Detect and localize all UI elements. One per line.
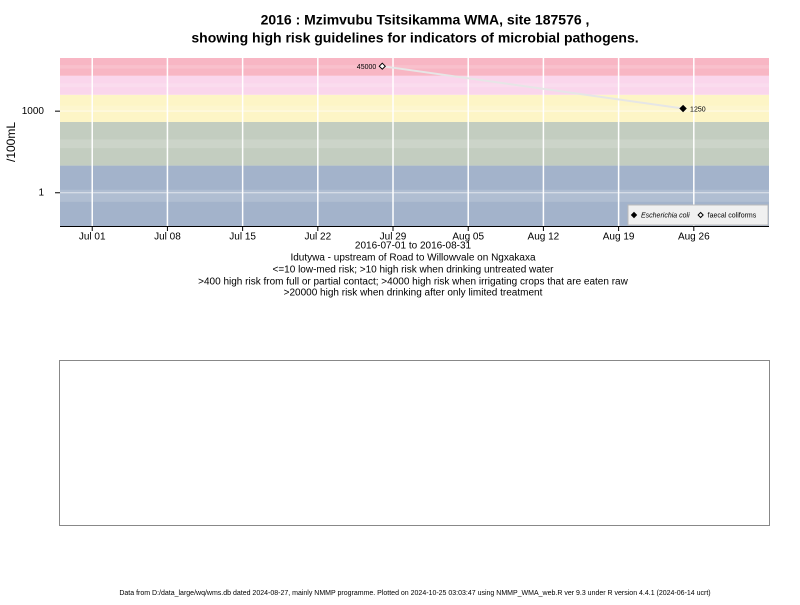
legend-marker <box>630 211 638 219</box>
x-tick-label: Jul 22 <box>304 232 331 243</box>
y-tick-label: 1 <box>38 187 44 198</box>
data-point <box>679 104 687 113</box>
x-tick-label: Jul 29 <box>380 232 407 243</box>
note: >20000 high risk when drinking after onl… <box>284 288 543 299</box>
risk-band <box>60 75 769 95</box>
connector-line <box>382 65 684 110</box>
risk-band-stripe <box>60 139 769 149</box>
risk-band <box>60 58 769 76</box>
legend-marker <box>697 211 704 219</box>
y-axis-label: /100mL <box>4 122 18 162</box>
risk-band-stripe <box>60 65 769 69</box>
note: Idutywa - upstream of Road to Willowvale… <box>290 253 536 264</box>
data-label: 45000 <box>357 64 377 71</box>
risk-band-stripe <box>60 105 769 112</box>
x-tick-label: Jul 08 <box>154 232 181 243</box>
note: >400 high risk from full or partial cont… <box>198 277 628 288</box>
x-tick-label: Aug 05 <box>452 232 484 243</box>
footer: Data from D:/data_large/wq/wms.db dated … <box>119 590 710 597</box>
x-tick-label: Jul 01 <box>79 232 106 243</box>
data-label: 1250 <box>690 106 706 113</box>
y-tick-label: 1000 <box>22 106 45 117</box>
chart-title: 2016 : Mzimvubu Tsitsikamma WMA, site 18… <box>261 12 590 28</box>
risk-band-stripe <box>60 83 769 88</box>
x-tick-label: Aug 19 <box>603 232 635 243</box>
legend-label: faecal coliforms <box>708 212 757 219</box>
x-tick-label: Aug 26 <box>678 232 710 243</box>
chart-subtitle: showing high risk guidelines for indicat… <box>191 30 638 46</box>
note: <=10 low-med risk; >10 high risk when dr… <box>273 265 555 276</box>
data-point <box>378 62 386 70</box>
legend-label: Escherichia coli <box>641 212 690 219</box>
x-axis-label: 2016-07-01 to 2016-08-31 <box>355 241 472 252</box>
risk-band <box>60 94 769 122</box>
risk-band <box>60 121 769 166</box>
x-tick-label: Jul 15 <box>229 232 256 243</box>
risk-band-stripe <box>60 189 769 202</box>
empty-panel <box>59 360 770 526</box>
x-tick-label: Aug 12 <box>528 232 560 243</box>
